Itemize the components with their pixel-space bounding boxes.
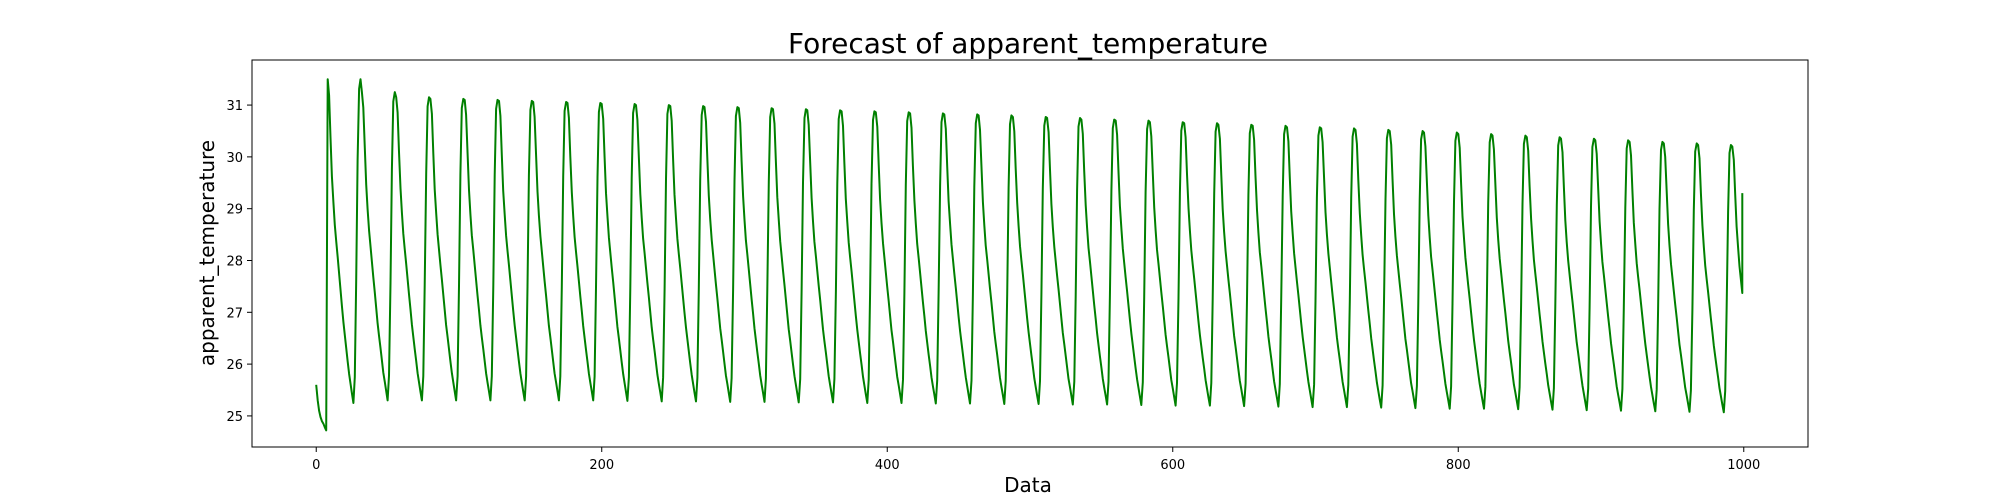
x-axis-title: Data	[1004, 473, 1052, 497]
plot-frame	[251, 59, 1809, 448]
x-axis: 0 200 400 600 800 1000	[312, 447, 1760, 473]
y-tick-label: 28	[226, 254, 243, 269]
x-tick-label: 200	[589, 458, 614, 473]
y-axis-title: apparent_temperature	[195, 140, 219, 366]
y-tick-label: 31	[226, 99, 243, 114]
x-tick-label: 1000	[1727, 458, 1760, 473]
y-tick-label: 26	[226, 358, 243, 373]
x-tick-label: 400	[875, 458, 900, 473]
chart-title: Forecast of apparent_temperature	[788, 27, 1268, 60]
y-tick-label: 25	[226, 410, 243, 425]
x-tick-label: 800	[1446, 458, 1471, 473]
y-tick-label: 29	[226, 203, 243, 218]
y-tick-label: 27	[226, 306, 243, 321]
y-axis: 25 26 27 28 29 30 31	[226, 99, 252, 425]
series-line	[315, 78, 1744, 432]
x-tick-label: 0	[312, 458, 320, 473]
y-tick-label: 30	[226, 151, 243, 166]
x-tick-label: 600	[1160, 458, 1185, 473]
